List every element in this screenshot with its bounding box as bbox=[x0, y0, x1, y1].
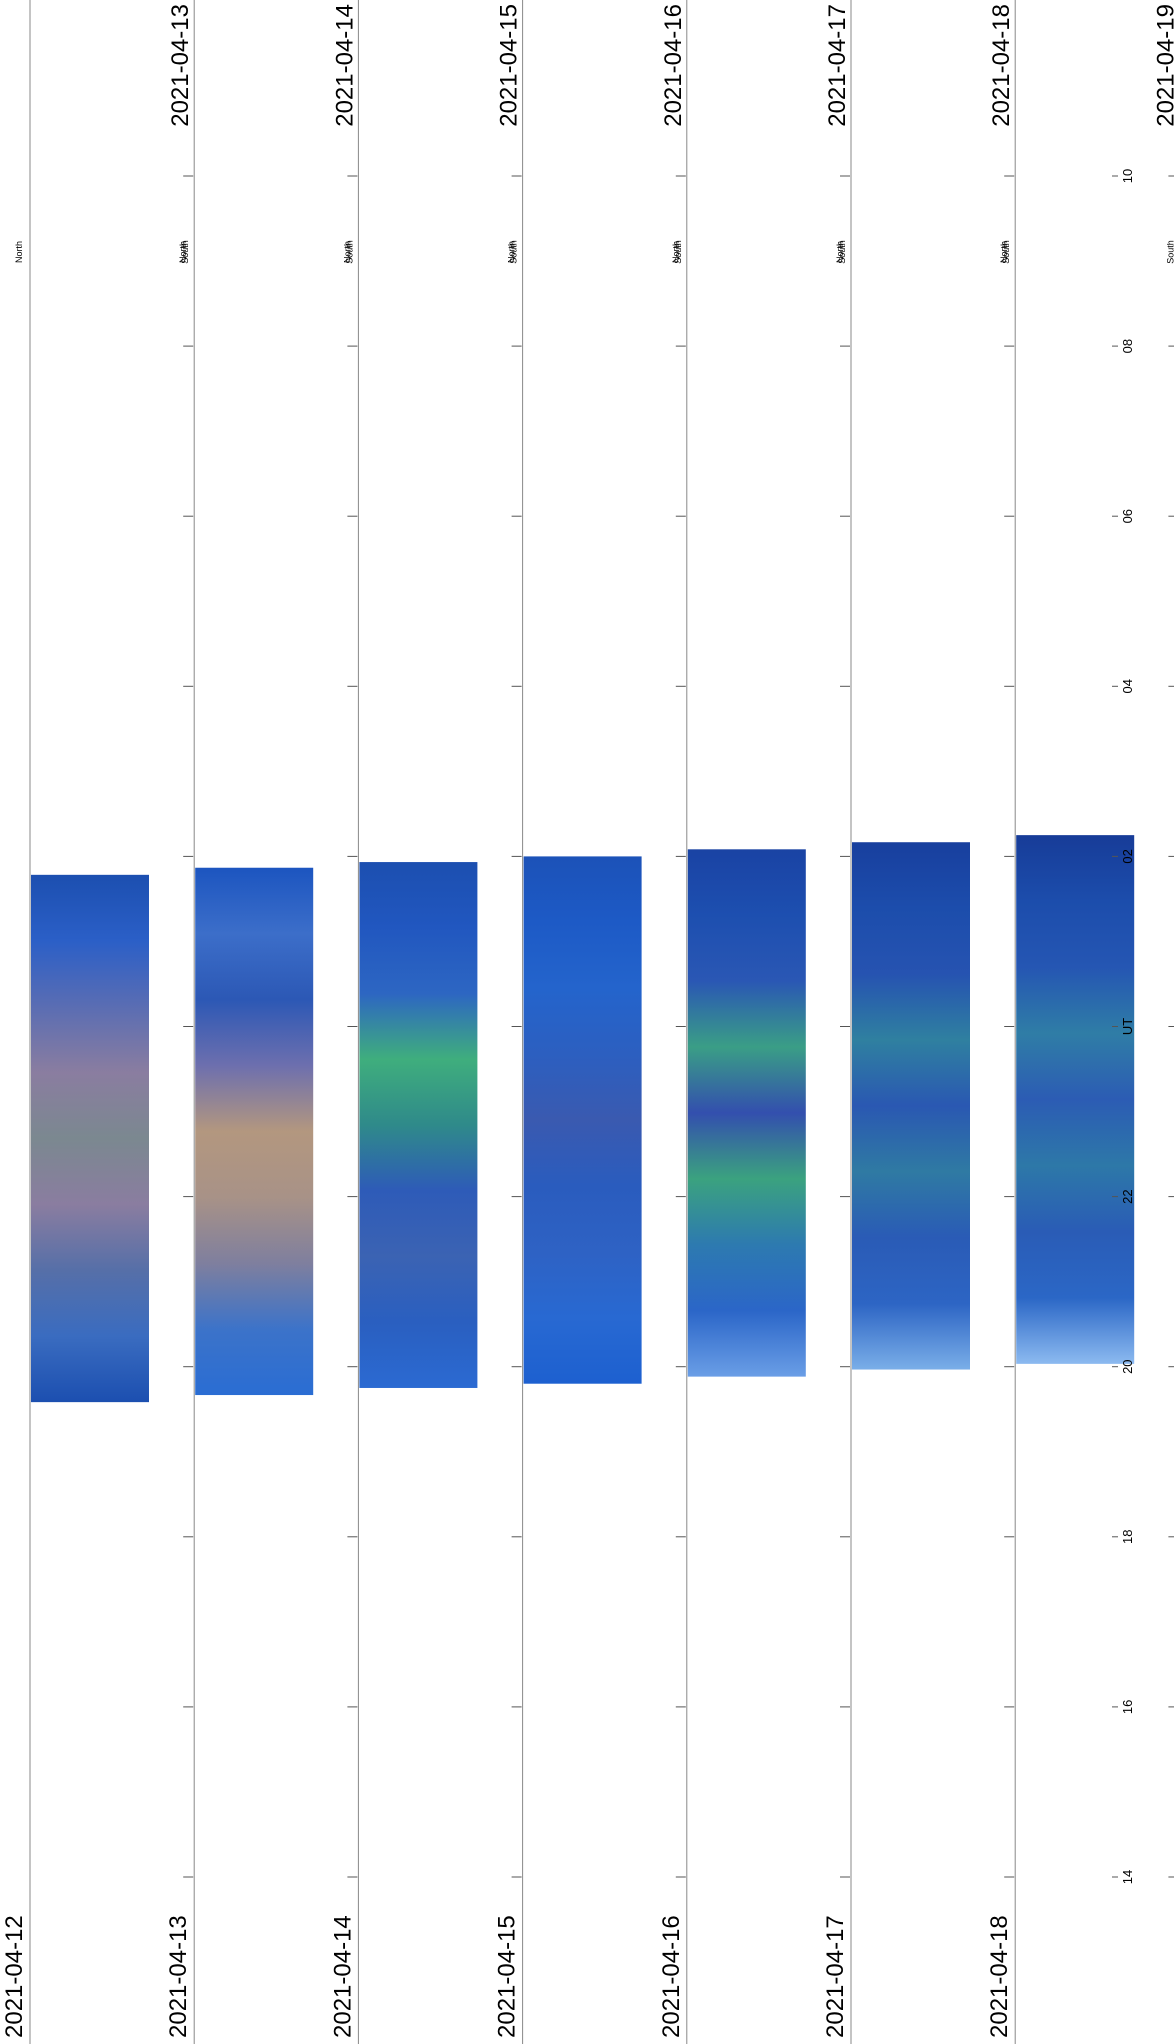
axis-tick-label: 18 bbox=[1120, 1530, 1135, 1544]
keogram-strip-2021-04-16 bbox=[687, 849, 806, 1377]
axis-tick-label: 02 bbox=[1120, 849, 1135, 863]
north-label: North bbox=[178, 241, 188, 263]
north-label: North bbox=[671, 241, 681, 263]
date-label-end: 2021-04-19 bbox=[1152, 4, 1174, 127]
date-label-end: 2021-04-13 bbox=[167, 4, 194, 127]
date-label-end: 2021-04-18 bbox=[988, 4, 1015, 127]
date-label-start: 2021-04-18 bbox=[986, 1915, 1013, 2038]
keogram-strip-2021-04-15 bbox=[523, 856, 642, 1384]
axis-tick-label: 06 bbox=[1120, 509, 1135, 523]
south-label: South bbox=[673, 240, 683, 264]
date-label-end: 2021-04-15 bbox=[496, 4, 523, 127]
south-label: South bbox=[1001, 240, 1011, 264]
north-label: North bbox=[342, 241, 352, 263]
keogram-strip-2021-04-14 bbox=[359, 862, 478, 1388]
date-label-start: 2021-04-13 bbox=[165, 1915, 192, 2038]
date-label-start: 2021-04-12 bbox=[1, 1915, 28, 2038]
axis-tick-label: 04 bbox=[1120, 679, 1135, 693]
date-label-end: 2021-04-16 bbox=[660, 4, 687, 127]
axis-title-ut: UT bbox=[1120, 1018, 1135, 1035]
keogram-strips bbox=[31, 835, 1135, 1403]
date-label-start: 2021-04-16 bbox=[658, 1915, 685, 2038]
axis-tick-label: 08 bbox=[1120, 339, 1135, 353]
south-label: South bbox=[1165, 240, 1174, 264]
south-label: South bbox=[180, 240, 190, 264]
date-label-start: 2021-04-17 bbox=[822, 1915, 849, 2038]
date-label-start: 2021-04-14 bbox=[329, 1915, 356, 2038]
time-axis: 14 16 18 20 22 UT 02 04 06 08 10 bbox=[1112, 169, 1135, 1884]
axis-tick-label: 16 bbox=[1120, 1700, 1135, 1714]
axis-tick-label: 22 bbox=[1120, 1189, 1135, 1203]
south-label: South bbox=[344, 240, 354, 264]
south-label: South bbox=[509, 240, 519, 264]
south-label: South bbox=[837, 240, 847, 264]
axis-tick-label: 10 bbox=[1120, 169, 1135, 183]
north-label: North bbox=[14, 241, 24, 263]
axis-tick-label: 14 bbox=[1120, 1870, 1135, 1884]
keogram-strip-2021-04-13 bbox=[195, 867, 314, 1396]
date-label-end: 2021-04-14 bbox=[331, 4, 358, 127]
keogram-strip-2021-04-12 bbox=[31, 874, 149, 1403]
date-label-start: 2021-04-15 bbox=[494, 1915, 521, 2038]
keogram-strip-2021-04-18 bbox=[1016, 835, 1135, 1364]
axis-tick-label: 20 bbox=[1120, 1359, 1135, 1373]
north-label: North bbox=[999, 241, 1009, 263]
date-label-end: 2021-04-17 bbox=[824, 4, 851, 127]
north-label: North bbox=[507, 241, 517, 263]
north-label: North bbox=[835, 241, 845, 263]
keogram-gridlines bbox=[29, 0, 1174, 2044]
keogram-strip-2021-04-17 bbox=[852, 842, 970, 1370]
